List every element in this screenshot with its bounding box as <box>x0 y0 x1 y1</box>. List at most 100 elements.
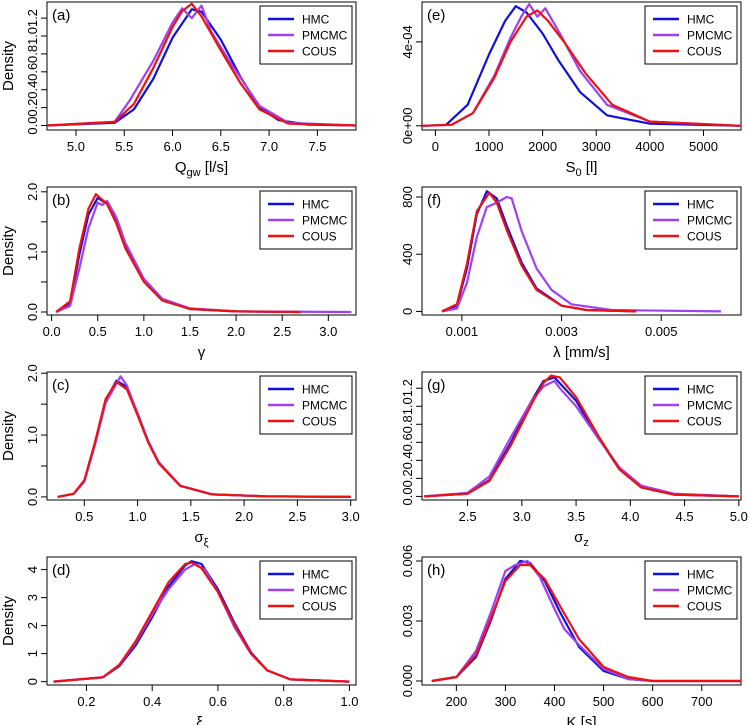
x-tick-label: 3.0 <box>342 509 360 524</box>
legend-label: COUS <box>302 600 337 614</box>
y-tick-label: 0.0 <box>25 488 40 506</box>
legend-label: HMC <box>302 568 330 582</box>
y-tick-label: 4 <box>25 566 40 573</box>
x-tick-label: 4.5 <box>676 509 694 524</box>
x-axis-label-subscript: gw <box>187 167 201 179</box>
legend-label: PMCMC <box>687 29 733 43</box>
y-tick-label: 1.0 <box>25 27 40 45</box>
legend-label: PMCMC <box>302 29 348 43</box>
y-tick-label: 0.8 <box>25 45 40 63</box>
y-tick-label: 0.003 <box>400 605 415 638</box>
legend-label: PMCMC <box>687 214 733 228</box>
panel-label: (d) <box>52 562 70 579</box>
legend-label: PMCMC <box>687 584 733 598</box>
series-line-hmc <box>421 5 742 127</box>
y-tick-label: 400 <box>400 243 415 265</box>
chart-panel: 0.001 0.003 0.005 0 400 800 (f) HMC PMCMC COUS λ [… <box>400 186 742 361</box>
y-tick-label: 0.0 <box>400 487 415 505</box>
x-tick-label: 2.0 <box>227 324 245 339</box>
legend-label: HMC <box>302 198 330 212</box>
x-axis-label: ξr <box>196 714 207 725</box>
legend-label: PMCMC <box>302 399 348 413</box>
plot-frame <box>46 1 357 131</box>
panel-label: (c) <box>52 377 70 394</box>
x-tick-label: 5.5 <box>115 139 133 154</box>
x-axis-label-main: σ <box>194 529 204 546</box>
x-tick-label: 6.0 <box>163 139 181 154</box>
series-line-cous <box>55 193 301 314</box>
chart-panel: 0 1000 2000 3000 4000 5000 0e+00 4e-04 (e) HMC PMC… <box>400 1 742 179</box>
y-tick-label: 4e-04 <box>400 25 415 58</box>
x-axis-label-main: S <box>566 159 576 176</box>
x-tick-label: 1.0 <box>340 694 358 709</box>
x-tick-label: 3.0 <box>319 324 337 339</box>
y-tick-label: 1.0 <box>25 243 40 261</box>
x-axis-label: Qgw [l/s] <box>175 159 228 179</box>
x-tick-label: 0.6 <box>209 694 227 709</box>
y-axis-label: Density <box>0 225 17 276</box>
panel-label: (g) <box>427 377 445 394</box>
series-line-pmcmc <box>441 195 722 313</box>
y-tick-label: 3 <box>25 594 40 601</box>
x-axis-label-subscript: ξ <box>204 537 209 549</box>
x-tick-label: 2000 <box>528 139 557 154</box>
panel-label: (b) <box>52 192 70 209</box>
y-tick-label: 0.006 <box>400 545 415 578</box>
y-tick-label: 0.8 <box>400 415 415 433</box>
series-line-cous <box>421 9 742 127</box>
x-axis-label-main: ξ <box>196 714 203 725</box>
x-tick-label: 2.0 <box>235 509 253 524</box>
legend-label: HMC <box>687 198 715 212</box>
y-tick-label: 0 <box>400 308 415 315</box>
x-tick-label: 3.5 <box>567 509 585 524</box>
x-axis-label-main: γ <box>198 344 206 361</box>
y-axis-label: Density <box>0 595 17 646</box>
x-tick-label: 3.0 <box>513 509 531 524</box>
series-line-pmcmc <box>424 379 739 498</box>
plot-frame <box>46 556 357 686</box>
legend-label: HMC <box>687 13 715 27</box>
x-axis-label-main: σ <box>574 529 584 546</box>
x-tick-label: 5.0 <box>730 509 748 524</box>
x-tick-label: 5000 <box>689 139 718 154</box>
x-axis-label: σξ <box>194 529 208 549</box>
series-line-hmc <box>441 190 637 313</box>
x-tick-label: 1.5 <box>182 509 200 524</box>
x-tick-label: 2.5 <box>288 509 306 524</box>
legend-label: PMCMC <box>302 214 348 228</box>
legend-label: COUS <box>687 45 722 59</box>
x-tick-label: 0 <box>432 139 439 154</box>
series-line-cous <box>53 561 350 683</box>
legend-label: COUS <box>687 600 722 614</box>
x-tick-label: 4.0 <box>621 509 639 524</box>
x-tick-label: 0.001 <box>446 324 479 339</box>
y-tick-label: 1.0 <box>25 426 40 444</box>
x-axis-label-main: K [s] <box>566 714 596 725</box>
series-line-cous <box>424 374 739 498</box>
plot-frame <box>46 371 357 501</box>
x-tick-label: 7.0 <box>260 139 278 154</box>
series-line-cous <box>46 2 357 127</box>
legend-label: PMCMC <box>302 584 348 598</box>
x-tick-label: 1000 <box>475 139 504 154</box>
series-line-cous <box>431 563 741 683</box>
x-tick-label: 6.5 <box>212 139 230 154</box>
x-axis-label: γ <box>198 344 206 361</box>
x-tick-label: 300 <box>495 694 517 709</box>
y-tick-label: 0.4 <box>400 451 415 469</box>
x-tick-label: 1.0 <box>135 324 153 339</box>
legend-label: HMC <box>302 383 330 397</box>
y-tick-label: 2 <box>25 622 40 629</box>
series-line-pmcmc <box>46 4 357 127</box>
legend-label: HMC <box>302 13 330 27</box>
x-tick-label: 0.5 <box>89 324 107 339</box>
panel-label: (a) <box>52 7 70 24</box>
x-axis-label-units: [l/s] <box>201 159 229 176</box>
legend-label: HMC <box>687 568 715 582</box>
x-tick-label: 2.5 <box>273 324 291 339</box>
x-tick-label: 3000 <box>582 139 611 154</box>
legend-label: COUS <box>302 230 337 244</box>
x-tick-label: 0.4 <box>143 694 161 709</box>
x-tick-label: 1.0 <box>129 509 147 524</box>
chart-panel: 5.0 5.5 6.0 6.5 7.0 7.5 0.00.20.40.60.81.01.2 (… <box>0 1 357 179</box>
